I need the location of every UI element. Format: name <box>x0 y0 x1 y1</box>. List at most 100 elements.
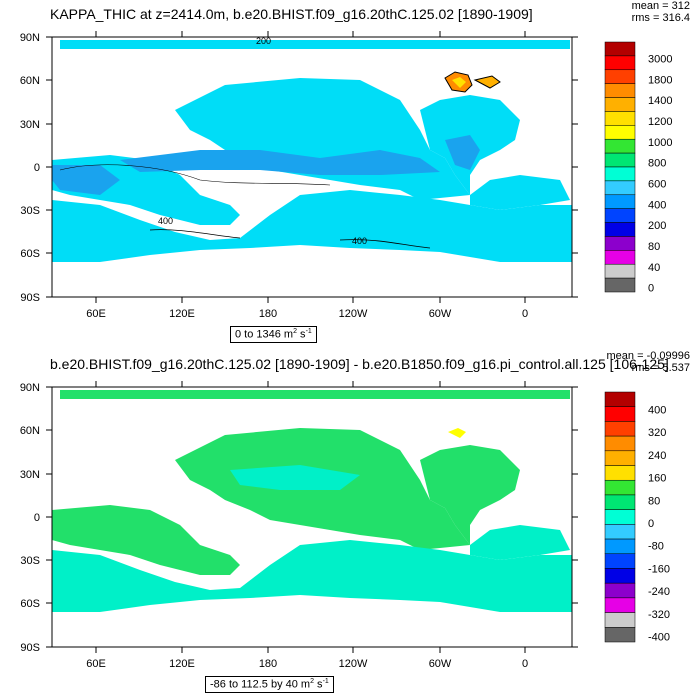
bottom-colorbar-label: -80 <box>648 541 664 553</box>
bottom-colorbar-swatch <box>604 524 636 540</box>
bottom-colorbar-swatch <box>604 391 636 407</box>
top-nordic-seas-patch <box>473 75 501 89</box>
top-lon-label: 180 <box>259 308 277 320</box>
top-colorbar-swatch <box>604 250 636 265</box>
top-colorbar-label: 40 <box>648 262 660 274</box>
top-contour-label: 200 <box>256 36 271 46</box>
bottom-lon-label: 120E <box>169 658 195 670</box>
top-map-rms: rms = 316.4 <box>631 12 690 24</box>
top-map-panel: KAPPA_THIC at z=2414.0m, b.e20.BHIST.f09… <box>20 0 690 343</box>
top-lat-label: 90S <box>20 292 40 304</box>
bottom-map-mean: mean = -0.09996 <box>606 350 690 362</box>
bottom-lon-label: 0 <box>522 658 528 670</box>
bottom-lon-label: 120W <box>339 658 368 670</box>
top-colorbar-label: 800 <box>648 158 666 170</box>
bottom-map-title: b.e20.BHIST.f09_g16.20thC.125.02 [1890-1… <box>50 356 669 372</box>
bottom-colorbar-label: -160 <box>648 563 670 575</box>
top-colorbar-swatch <box>604 194 636 209</box>
top-colorbar-label: 80 <box>648 241 660 253</box>
bottom-colorbar-swatch <box>604 612 636 628</box>
top-lat-label: 30S <box>20 205 40 217</box>
top-colorbar-label: 600 <box>648 178 666 190</box>
top-colorbar-swatch <box>604 83 636 98</box>
bottom-colorbar-label: -400 <box>648 632 670 644</box>
bottom-colorbar-swatch <box>604 435 636 452</box>
top-contour-label: 400 <box>352 236 367 246</box>
top-lon-ticks <box>95 31 526 303</box>
bottom-labrador-anomaly <box>448 428 466 438</box>
top-contour-line <box>149 229 241 239</box>
top-map-title: KAPPA_THIC at z=2414.0m, b.e20.BHIST.f09… <box>50 6 533 22</box>
bottom-lat-label: 30S <box>20 555 40 567</box>
bottom-lat-label: 90N <box>20 382 40 394</box>
bottom-colorbar-label: -320 <box>648 609 670 621</box>
top-colorbar-label: 1000 <box>648 137 672 149</box>
bottom-colorbar-swatch <box>604 568 636 584</box>
bottom-east-atlantic <box>470 525 570 560</box>
bottom-colorbar-label: 320 <box>648 427 666 439</box>
bottom-lon-ticks <box>95 381 526 653</box>
top-colorbar-label: 0 <box>648 283 654 295</box>
top-contour-label: 400 <box>158 216 173 226</box>
top-colorbar-swatch <box>604 55 636 71</box>
top-colorbar-swatch <box>604 69 636 84</box>
bottom-colorbar-swatch <box>604 538 636 555</box>
top-map-stats: mean = 312 rms = 316.4 <box>632 0 690 24</box>
bottom-colorbar-swatch <box>604 421 636 437</box>
top-lat-label: 30N <box>20 119 40 131</box>
top-contour-line <box>59 164 331 186</box>
top-lon-label: 120W <box>339 308 368 320</box>
top-colorbar-swatch <box>604 166 636 182</box>
bottom-lat-label: 30N <box>20 469 40 481</box>
bottom-colorbar-swatch <box>604 406 636 422</box>
top-range-text: 0 to 1346 m <box>235 328 294 341</box>
top-contour-line <box>339 239 431 249</box>
top-colorbar-swatch <box>604 222 636 237</box>
top-atlantic-deep-band <box>445 135 480 170</box>
bottom-lat-label: 60S <box>20 598 40 610</box>
top-lat-label: 0 <box>34 162 40 174</box>
bottom-map-canvas: 90N 60N 30N 0 30S 60S 90S 60E 120E 180 1… <box>20 381 578 670</box>
top-arctic-ocean <box>60 40 570 49</box>
bottom-lat-ticks <box>46 386 578 648</box>
top-lon-label: 120E <box>169 308 195 320</box>
bottom-lat-label: 0 <box>34 512 40 524</box>
top-colorbar-swatch <box>604 111 636 126</box>
top-southern-ocean <box>52 190 572 262</box>
bottom-range-sup2: -1 <box>322 678 329 685</box>
bottom-colorbar-label: 80 <box>648 495 660 507</box>
top-colorbar-label: 200 <box>648 220 666 232</box>
top-colorbar-label: 1400 <box>648 95 672 107</box>
bottom-colorbar-label: 240 <box>648 450 666 462</box>
top-east-atlantic <box>470 175 570 210</box>
top-lon-label: 0 <box>522 308 528 320</box>
bottom-map-panel: b.e20.BHIST.f09_g16.20thC.125.02 [1890-1… <box>0 350 700 700</box>
top-colorbar-swatch <box>604 125 636 140</box>
bottom-colorbar-swatch <box>604 494 636 510</box>
bottom-lon-label: 180 <box>259 658 277 670</box>
top-range-box: 0 to 1346 m2 s-1 <box>230 326 317 343</box>
top-colorbar-label: 400 <box>648 199 666 211</box>
bottom-colorbar-swatch <box>604 479 636 496</box>
bottom-indian-ocean <box>52 505 240 575</box>
top-lon-label: 60W <box>429 308 452 320</box>
top-colorbar-label: 3000 <box>648 53 672 65</box>
bottom-colorbar-swatch <box>604 509 636 525</box>
bottom-colorbar-label: 0 <box>648 518 654 530</box>
bottom-range-text: -86 to 112.5 by 40 m <box>210 678 311 691</box>
top-lat-label: 60S <box>20 248 40 260</box>
bottom-range-box: -86 to 112.5 by 40 m2 s-1 <box>205 676 334 693</box>
top-colorbar-swatch <box>604 208 636 223</box>
bottom-colorbar-swatch <box>604 450 636 466</box>
bottom-colorbar-swatch <box>604 553 636 569</box>
bottom-lat-label: 90S <box>20 642 40 654</box>
top-map-canvas: 90N 60N 30N 0 30S 60S 90S 60E 120E 180 1… <box>20 31 578 320</box>
top-colorbar-swatch <box>604 138 636 154</box>
bottom-lat-label: 60N <box>20 425 40 437</box>
top-indian-deep-band <box>52 165 120 195</box>
top-colorbar-swatch <box>604 41 636 57</box>
bottom-pacific-alt-band <box>230 465 360 490</box>
top-colorbar-swatch <box>604 97 636 112</box>
top-range-sup: 2 <box>293 328 297 335</box>
top-lat-label: 60N <box>20 75 40 87</box>
